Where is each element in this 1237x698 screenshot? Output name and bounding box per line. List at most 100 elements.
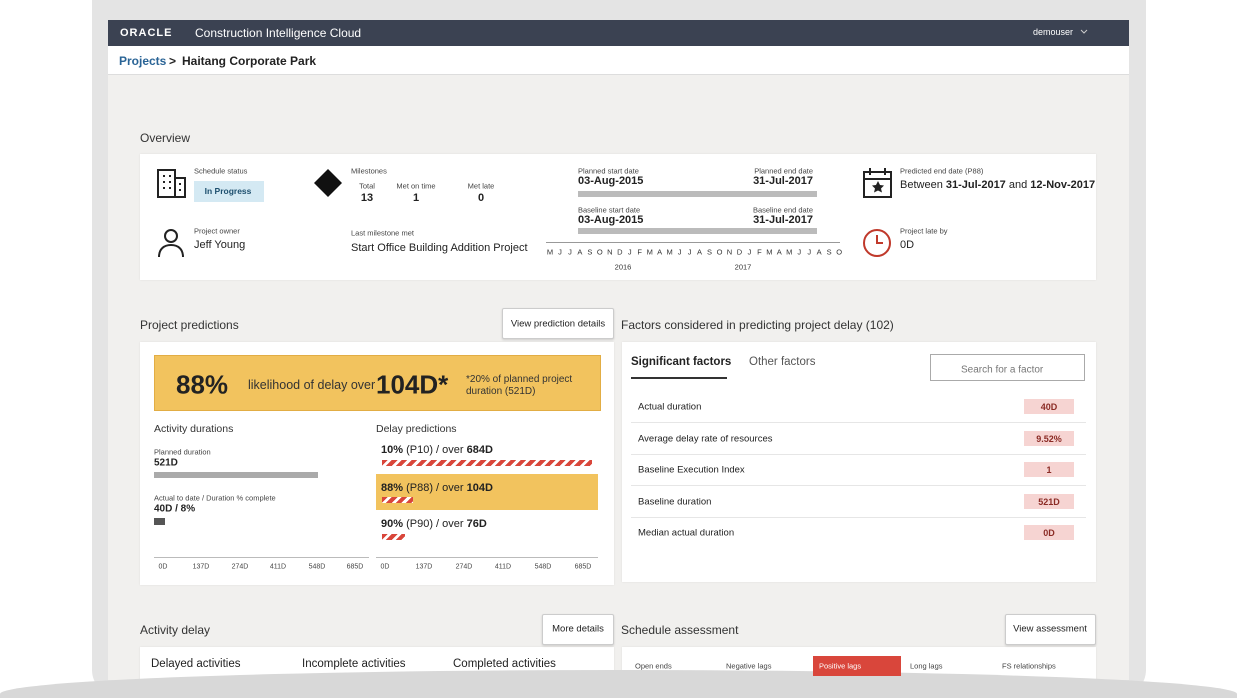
prediction-row: 10% (P10) / over 684D <box>381 444 493 456</box>
value-pill <box>1024 493 1074 509</box>
factor-value: 40D <box>1040 402 1058 412</box>
label: Total <box>359 181 375 191</box>
p90-bar <box>382 534 405 540</box>
search-placeholder[interactable]: Search for a factor <box>961 364 1044 376</box>
axis-tick-label: 685D <box>574 563 592 571</box>
label: Last milestone met <box>351 228 414 238</box>
month-label: S <box>707 247 713 257</box>
month-label: O <box>596 247 603 257</box>
month-label: J <box>568 247 572 257</box>
section-title: Project predictions <box>140 318 239 332</box>
button[interactable] <box>502 308 614 339</box>
label: Planned start date <box>578 166 639 176</box>
axis-tick-label: 274D <box>231 563 249 571</box>
axis-line <box>376 557 598 558</box>
year-label: 2017 <box>734 262 752 272</box>
text-part: 104D <box>466 482 493 494</box>
value-pill <box>1024 430 1074 446</box>
note: *20% of planned project duration (521D) <box>466 374 573 397</box>
value: 521D <box>154 457 178 469</box>
month-label: N <box>607 247 613 257</box>
factor-name: Average delay rate of resources <box>638 433 773 444</box>
label: Project late by <box>900 226 948 236</box>
date: 31-Jul-2017 <box>753 175 813 187</box>
search-box[interactable] <box>930 354 1085 381</box>
breadcrumb-separator: > <box>169 54 177 68</box>
month-label: J <box>687 247 692 257</box>
label: Baseline end date <box>752 205 813 215</box>
label: Baseline start date <box>578 205 641 215</box>
status-badge <box>194 181 264 202</box>
tab[interactable]: Significant factors <box>631 356 732 368</box>
timeline-axis <box>546 242 840 243</box>
label: likelihood of delay over <box>248 378 376 392</box>
tab[interactable]: Positive lags <box>819 661 862 671</box>
text-part: 12-Nov-2017 <box>1030 179 1096 191</box>
active-tab <box>813 656 901 676</box>
value: 13 <box>360 192 374 204</box>
button[interactable] <box>1005 614 1096 645</box>
month-label: D <box>736 247 743 257</box>
axis-tick-label: 685D <box>346 563 364 571</box>
month-label: A <box>657 247 663 257</box>
text-part: (P88) / over <box>406 482 464 494</box>
tab[interactable]: Negative lags <box>726 661 772 671</box>
product-name: Construction Intelligence Cloud <box>195 26 362 40</box>
date: 03-Aug-2015 <box>578 175 644 187</box>
button-label[interactable]: More details <box>552 623 604 635</box>
axis-tick-label: 411D <box>269 563 287 571</box>
p10-bar <box>382 460 592 466</box>
label: Project owner <box>194 226 240 236</box>
row-divider <box>631 453 1086 455</box>
tab[interactable]: Long lags <box>910 661 943 671</box>
prediction-banner <box>154 355 601 411</box>
month-label: J <box>677 247 682 257</box>
top-nav <box>108 20 1129 46</box>
prediction-row: 88% (P88) / over 104D <box>381 482 493 494</box>
tab[interactable]: Open ends <box>635 661 672 671</box>
value: 0 <box>477 192 485 204</box>
text-part: (P10) / over <box>406 444 464 456</box>
big-percent: 88% <box>176 369 229 400</box>
month-label: A <box>816 247 822 257</box>
factor-name: Actual duration <box>638 401 702 413</box>
month-label: F <box>757 247 762 257</box>
factors-card <box>622 342 1096 582</box>
month-label: D <box>617 247 623 257</box>
label: Met late <box>467 181 495 191</box>
breadcrumb-current: Haitang Corporate Park <box>182 54 317 68</box>
tab[interactable]: Completed activities <box>453 658 556 670</box>
value: Start Office Building Addition Project <box>351 242 528 254</box>
text-part: 88% <box>381 482 404 494</box>
factor-name: Median actual duration <box>638 527 735 539</box>
user-menu[interactable]: demouser <box>1033 27 1074 37</box>
tab[interactable]: Other factors <box>749 356 816 368</box>
month-label: N <box>726 247 733 257</box>
year-label: 2016 <box>614 262 632 272</box>
tab[interactable]: FS relationships <box>1002 661 1056 671</box>
value: 0D <box>900 239 915 251</box>
brand: ORACLE <box>120 27 173 39</box>
factor-value: 1 <box>1046 465 1052 475</box>
label: Actual to date / Duration % complete <box>154 493 276 503</box>
factor-name: Baseline duration <box>638 496 712 507</box>
breadcrumb-link[interactable]: Projects <box>119 54 167 68</box>
text-part: 684D <box>466 444 493 456</box>
value-pill <box>1024 399 1074 414</box>
label: Met on time <box>396 181 436 191</box>
axis-tick-label: 411D <box>494 563 512 571</box>
button-label[interactable]: View assessment <box>1013 623 1087 635</box>
button-label[interactable]: View prediction details <box>510 318 606 330</box>
factor-value: 9.52% <box>1036 433 1062 444</box>
text-part: (P90) / over <box>406 518 464 530</box>
breadcrumb-bar <box>108 46 1129 75</box>
month-label: S <box>826 247 832 257</box>
month-label: J <box>807 247 812 257</box>
tab[interactable]: Delayed activities <box>151 658 241 670</box>
button[interactable] <box>542 614 614 645</box>
tab[interactable]: Incomplete activities <box>302 658 406 670</box>
text-part: and <box>1008 179 1028 191</box>
month-label: M <box>786 247 793 257</box>
month-label: O <box>716 247 723 257</box>
